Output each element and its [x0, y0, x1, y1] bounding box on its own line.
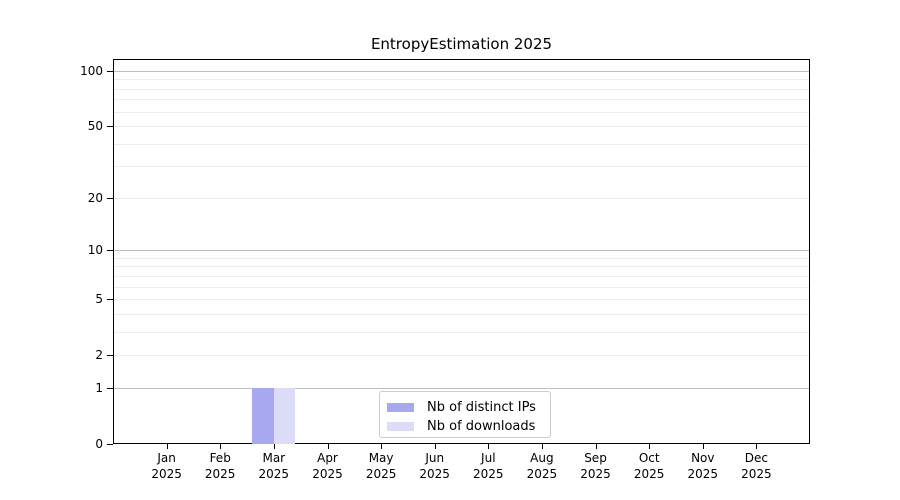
y-tick-label: 5: [95, 292, 103, 307]
minor-gridline: [113, 331, 810, 333]
y-tick-mark: [107, 444, 113, 445]
x-tick-label-dec: Dec 2025: [741, 451, 772, 481]
x-tick-mark: [488, 444, 490, 449]
y-tick-mark: [107, 299, 113, 301]
legend-label-distinct-ips: Nb of distinct IPs: [427, 399, 536, 415]
x-tick-label-nov: Nov 2025: [687, 451, 719, 481]
y-tick-label: 10: [87, 243, 103, 257]
x-tick-label-sep: Sep 2025: [580, 451, 611, 481]
x-tick-mark: [220, 444, 222, 449]
x-tick-label-aug: Aug 2025: [526, 451, 558, 481]
x-tick-mark: [649, 444, 651, 449]
y-tick-mark: [107, 250, 113, 251]
x-tick-label-jul: Jul 2025: [473, 451, 504, 481]
legend: Nb of distinct IPs Nb of downloads: [379, 391, 551, 438]
legend-label-downloads: Nb of downloads: [427, 419, 536, 435]
y-tick-label: 1: [95, 380, 103, 395]
x-tick-label-apr: Apr 2025: [312, 451, 343, 481]
minor-gridline: [113, 166, 810, 168]
minor-gridline: [113, 88, 810, 90]
x-tick-label-jan: Jan 2025: [151, 451, 182, 481]
minor-gridline: [113, 313, 810, 315]
x-tick-mark: [756, 444, 758, 449]
x-tick-label-may: May 2025: [365, 451, 397, 481]
minor-gridline: [113, 125, 810, 127]
minor-gridline: [113, 355, 810, 357]
y-tick-mark: [107, 70, 113, 72]
y-tick-label: 100: [80, 63, 103, 78]
major-gridline: [113, 250, 810, 251]
x-tick-mark: [541, 444, 543, 449]
y-tick-label: 20: [87, 190, 103, 205]
y-tick-mark: [107, 355, 113, 357]
minor-gridline: [113, 79, 810, 81]
x-tick-label-jun: Jun 2025: [419, 451, 450, 481]
x-tick-mark: [273, 444, 275, 449]
major-gridline: [113, 387, 810, 389]
y-tick-label: 2: [95, 348, 103, 363]
y-tick-label: 0: [95, 437, 103, 451]
legend-swatch-downloads-icon: [387, 422, 414, 432]
minor-gridline: [113, 286, 810, 288]
minor-gridline: [113, 111, 810, 113]
minor-gridline: [113, 275, 810, 277]
x-tick-label-oct: Oct 2025: [633, 451, 665, 481]
y-tick-mark: [107, 125, 113, 127]
x-tick-mark: [381, 444, 383, 449]
legend-swatch-distinct-ips-icon: [387, 402, 414, 412]
legend-item-downloads: Nb of downloads: [387, 417, 542, 436]
x-tick-mark: [702, 444, 704, 449]
x-tick-mark: [327, 444, 329, 449]
minor-gridline: [113, 99, 810, 101]
plot-area: [113, 59, 810, 444]
x-tick-mark: [166, 444, 168, 449]
major-gridline: [113, 70, 810, 72]
chart-title: EntropyEstimation 2025: [370, 35, 553, 53]
minor-gridline: [113, 299, 810, 301]
y-tick-label: 50: [87, 118, 103, 133]
bar-mar-series1: [273, 387, 296, 444]
minor-gridline: [113, 257, 810, 259]
minor-gridline: [113, 266, 810, 268]
minor-gridline: [113, 197, 810, 199]
x-tick-label-mar: Mar 2025: [258, 451, 290, 481]
bar-mar-series0: [252, 387, 274, 444]
x-tick-label-feb: Feb 2025: [204, 451, 236, 481]
x-tick-mark: [434, 444, 436, 449]
minor-gridline: [113, 143, 810, 145]
legend-item-distinct-ips: Nb of distinct IPs: [387, 398, 542, 417]
x-tick-mark: [595, 444, 597, 449]
y-tick-mark: [107, 387, 113, 389]
y-tick-mark: [107, 197, 113, 199]
